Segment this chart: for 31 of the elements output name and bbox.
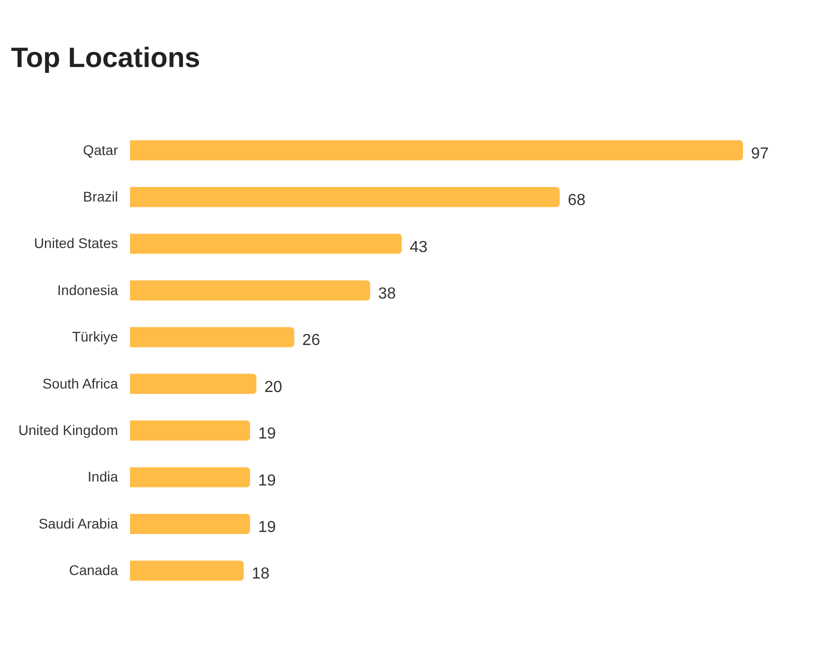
bar [130,560,244,581]
y-tick-label: Indonesia [57,282,118,298]
bar [130,280,370,300]
bar [130,514,250,534]
y-tick-label: United States [34,235,118,252]
bar [130,467,250,488]
y-tick-label: United Kingdom [18,422,118,438]
y-tick-label: Qatar [82,142,118,158]
data-label: 38 [378,285,396,302]
data-label: 97 [751,145,769,162]
data-label: 19 [258,426,276,443]
data-label: 18 [252,566,270,583]
bar [130,374,256,394]
y-tick-label: Saudi Arabia [38,515,118,532]
data-label: 43 [410,238,428,256]
bar [130,140,743,160]
data-label: 19 [258,518,276,536]
y-tick-label: Brazil [82,188,118,205]
data-label: 68 [568,192,586,210]
bar [130,187,560,208]
y-tick-label: Türkiye [72,328,118,345]
y-tick-label: Canada [68,562,118,578]
data-label: 26 [302,332,320,350]
y-tick-label: India [88,468,118,485]
y-tick-label: South Africa [42,375,118,392]
bar [130,234,402,254]
data-label: 20 [264,378,282,396]
bar [130,327,294,348]
chart-title: Top Locations [11,42,200,73]
data-label: 19 [258,472,276,490]
bar [130,420,250,441]
